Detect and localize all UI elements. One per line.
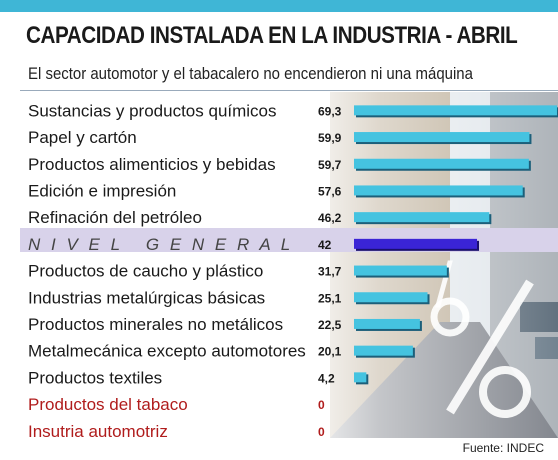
category-label: Productos textiles — [28, 368, 162, 387]
bar — [354, 212, 490, 223]
value-label: 59,9 — [318, 131, 342, 145]
bar — [354, 105, 557, 116]
category-label: Metalmecánica excepto automotores — [28, 342, 306, 361]
bar-row: Productos del tabaco 0 — [28, 395, 325, 414]
photo-fade-overlay — [0, 92, 558, 438]
bar — [354, 132, 530, 143]
chart-subtitle: El sector automotor y el tabacalero no e… — [28, 64, 473, 83]
category-label: Productos de caucho y plástico — [28, 262, 263, 281]
bar-row: Sustancias y productos químicos 69,3 — [28, 101, 558, 120]
bar-row: N I V E L G E N E R A L 42 — [28, 235, 480, 254]
value-label: 57,6 — [318, 184, 342, 198]
value-label: 0 — [318, 398, 325, 412]
bar — [354, 238, 478, 249]
bar — [354, 318, 420, 329]
bar — [354, 292, 428, 303]
bar-row: Refinación del petróleo 46,2 — [28, 208, 492, 227]
bar-row: Productos textiles 4,2 — [28, 368, 369, 387]
bar-row: Industrias metalúrgicas básicas 25,1 — [28, 288, 430, 307]
category-label: N I V E L G E N E R A L — [28, 235, 293, 254]
value-label: 42 — [318, 238, 332, 252]
category-label: Refinación del petróleo — [28, 208, 202, 227]
value-label: 69,3 — [318, 104, 342, 118]
category-label: Productos minerales no metálicos — [28, 315, 283, 334]
value-label: 20,1 — [318, 345, 342, 359]
bar — [354, 158, 529, 169]
value-label: 0 — [318, 425, 325, 439]
bar — [354, 265, 447, 276]
bar-row: Productos de caucho y plástico 31,7 — [28, 262, 449, 281]
bar-row: Productos minerales no metálicos 22,5 — [28, 315, 422, 334]
value-label: 22,5 — [318, 318, 342, 332]
title-divider — [20, 90, 558, 91]
bar-row: Papel y cartón 59,9 — [28, 128, 532, 147]
value-label: 46,2 — [318, 211, 342, 225]
bar-row: Metalmecánica excepto automotores 20,1 — [28, 342, 415, 361]
category-label: Sustancias y productos químicos — [28, 101, 277, 120]
value-label: 4,2 — [318, 371, 335, 385]
bar — [354, 372, 367, 383]
value-label: 31,7 — [318, 265, 342, 279]
category-label: Productos alimenticios y bebidas — [28, 155, 276, 174]
value-label: 59,7 — [318, 158, 342, 172]
category-label: Edición e impresión — [28, 181, 176, 200]
category-label: Productos del tabaco — [28, 395, 188, 414]
value-label: 25,1 — [318, 291, 342, 305]
category-label: Industrias metalúrgicas básicas — [28, 288, 265, 307]
chart-title: CAPACIDAD INSTALADA EN LA INDUSTRIA - AB… — [26, 22, 518, 49]
source-note: Fuente: INDEC — [462, 441, 544, 455]
bar-row: Edición e impresión 57,6 — [28, 181, 525, 200]
top-accent-bar — [0, 0, 558, 12]
bar — [354, 345, 413, 356]
bar — [354, 185, 523, 196]
category-label: Papel y cartón — [28, 128, 137, 147]
category-label: Insutria automotriz — [28, 422, 168, 441]
bar-row: Productos alimenticios y bebidas 59,7 — [28, 155, 531, 174]
bar-row: Insutria automotriz 0 — [28, 422, 325, 441]
